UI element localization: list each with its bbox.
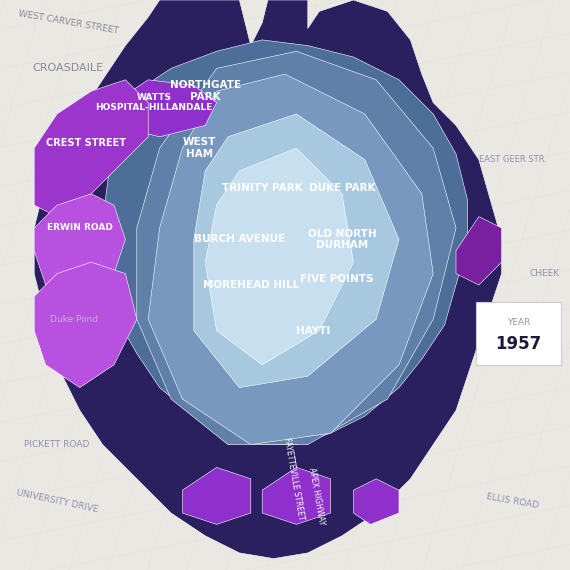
Polygon shape — [103, 40, 467, 445]
Polygon shape — [353, 479, 399, 524]
Text: FAYETTEVILLE STREET: FAYETTEVILLE STREET — [282, 437, 305, 521]
Text: ERWIN ROAD: ERWIN ROAD — [47, 223, 113, 233]
Polygon shape — [34, 262, 137, 388]
Text: OLD NORTH
DURHAM: OLD NORTH DURHAM — [308, 229, 376, 250]
Polygon shape — [148, 74, 433, 445]
Text: FIVE POINTS: FIVE POINTS — [300, 274, 373, 284]
Polygon shape — [137, 51, 456, 445]
Text: CREST STREET: CREST STREET — [46, 137, 125, 148]
Text: CROASDAILE: CROASDAILE — [33, 63, 104, 74]
Text: PICKETT ROAD: PICKETT ROAD — [25, 440, 89, 449]
Polygon shape — [34, 194, 125, 296]
Polygon shape — [182, 467, 251, 524]
Text: WATTS
HOSPITAL-HILLANDALE: WATTS HOSPITAL-HILLANDALE — [95, 93, 213, 112]
Text: YEAR: YEAR — [507, 317, 531, 327]
Text: CHEEK: CHEEK — [530, 269, 559, 278]
Text: BURCH AVENUE: BURCH AVENUE — [194, 234, 285, 245]
Text: TRINITY PARK: TRINITY PARK — [222, 183, 303, 193]
Text: ELLIS ROAD: ELLIS ROAD — [486, 492, 540, 511]
Text: NORTHGATE
PARK: NORTHGATE PARK — [170, 80, 241, 102]
Text: WEST CARVER STREET: WEST CARVER STREET — [18, 10, 119, 36]
Text: WEST
HAM: WEST HAM — [183, 137, 216, 159]
Text: EAST GEER STR.: EAST GEER STR. — [479, 155, 547, 164]
Text: Duke Pond: Duke Pond — [50, 315, 98, 324]
Polygon shape — [205, 148, 353, 365]
Polygon shape — [262, 467, 331, 524]
Polygon shape — [456, 217, 502, 285]
Text: APEX HIGHWAY: APEX HIGHWAY — [307, 466, 326, 526]
Text: MOREHEAD HILL: MOREHEAD HILL — [203, 280, 299, 290]
Text: DUKE PARK: DUKE PARK — [309, 183, 375, 193]
Text: HAYTI: HAYTI — [296, 325, 331, 336]
Polygon shape — [194, 114, 399, 388]
Polygon shape — [34, 80, 148, 217]
Polygon shape — [114, 80, 217, 137]
FancyBboxPatch shape — [476, 302, 561, 365]
Text: UNIVERSITY DRIVE: UNIVERSITY DRIVE — [15, 488, 99, 515]
Polygon shape — [34, 0, 502, 559]
Text: 1957: 1957 — [495, 335, 542, 353]
